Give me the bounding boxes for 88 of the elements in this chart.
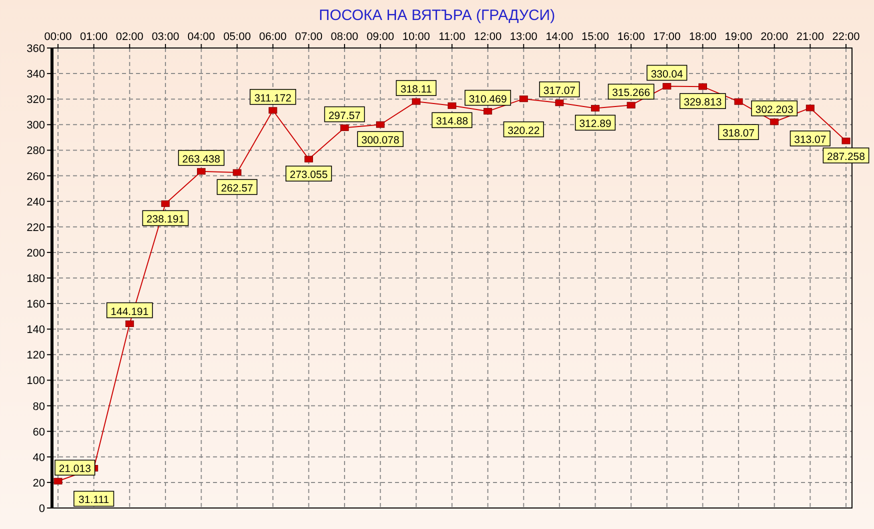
point [197, 168, 206, 175]
data-label: 311.172 [254, 92, 292, 104]
y-tick-label: 140 [26, 324, 45, 336]
data-label: 300.078 [361, 134, 400, 147]
point [770, 118, 779, 126]
point [232, 169, 242, 176]
data-label: 302.203 [755, 104, 794, 116]
y-tick-label: 280 [26, 145, 45, 158]
data-label: 330.04 [650, 68, 684, 80]
y-tick-label: 100 [26, 375, 45, 388]
point [161, 200, 170, 207]
data-label: 273.055 [290, 169, 328, 182]
x-tick-label: 14:00 [546, 31, 574, 43]
data-label: 238.191 [146, 214, 185, 226]
y-tick-label: 260 [26, 170, 45, 183]
x-tick-label: 09:00 [366, 31, 394, 43]
x-tick-label: 22:00 [832, 31, 860, 43]
x-tick-label: 04:00 [188, 31, 216, 43]
point [591, 104, 600, 112]
point [484, 108, 492, 115]
y-tick-label: 200 [26, 247, 45, 260]
data-label: 315.266 [612, 87, 650, 100]
y-tick-label: 240 [26, 196, 45, 208]
y-tick-label: 160 [26, 298, 45, 311]
y-tick-label: 40 [32, 452, 45, 464]
data-label: 313.07 [794, 134, 826, 146]
data-label: 287.258 [827, 150, 866, 163]
x-tick-label: 20:00 [760, 31, 788, 43]
x-tick-label: 03:00 [152, 31, 180, 43]
data-label: 329.813 [684, 96, 722, 109]
x-tick-label: 06:00 [259, 31, 287, 43]
y-tick-label: 120 [26, 350, 45, 362]
x-tick-label: 11:00 [438, 31, 466, 43]
y-tick-label: 80 [32, 400, 45, 413]
point [698, 83, 707, 90]
x-tick-label: 19:00 [724, 31, 752, 43]
x-tick-label: 12:00 [474, 31, 502, 43]
data-label: 310.469 [468, 93, 507, 106]
point [555, 100, 564, 106]
point [734, 98, 743, 105]
y-tick-label: 180 [26, 273, 45, 285]
point [54, 478, 62, 484]
point [842, 138, 850, 144]
y-tick-label: 60 [32, 426, 45, 438]
y-tick-label: 20 [32, 477, 45, 490]
x-tick-label: 21:00 [796, 31, 824, 43]
x-tick-label: 05:00 [223, 31, 251, 43]
y-tick-label: 0 [38, 503, 45, 515]
data-label: 312.89 [579, 118, 612, 130]
x-tick-label: 18:00 [688, 31, 716, 43]
y-tick-label: 300 [26, 120, 45, 132]
point [268, 107, 278, 114]
data-label: 317.07 [543, 84, 576, 97]
point [448, 102, 456, 109]
data-label: 31.111 [78, 494, 110, 506]
x-tick-label: 01:00 [80, 31, 108, 43]
y-tick-label: 320 [26, 94, 45, 106]
data-label: 318.07 [722, 128, 755, 140]
data-label: 21.013 [58, 463, 92, 476]
point [304, 156, 313, 162]
x-tick-label: 08:00 [330, 31, 358, 43]
data-label: 262.57 [221, 182, 254, 194]
data-label: 144.191 [110, 306, 149, 318]
x-tick-label: 02:00 [116, 31, 144, 43]
y-tick-label: 220 [26, 222, 45, 234]
y-tick-label: 360 [26, 43, 45, 55]
data-label: 318.11 [400, 84, 432, 96]
point [376, 121, 385, 128]
x-tick-label: 17:00 [653, 31, 681, 43]
data-label: 314.88 [436, 116, 468, 128]
point [340, 124, 349, 132]
chart-title: ПОСОКА НА ВЯТЪРА (ГРАДУСИ) [318, 7, 556, 24]
x-tick-label: 10:00 [402, 31, 430, 43]
x-tick-label: 00:00 [44, 31, 72, 43]
point [519, 96, 528, 102]
data-label: 263.438 [182, 153, 220, 166]
point [806, 104, 814, 112]
x-tick-label: 16:00 [617, 31, 645, 43]
x-tick-label: 15:00 [582, 31, 610, 43]
x-tick-label: 13:00 [510, 31, 538, 43]
point [125, 320, 134, 328]
point [412, 98, 420, 105]
x-tick-label: 07:00 [294, 31, 322, 43]
data-label: 320.22 [508, 124, 540, 137]
y-tick-label: 340 [26, 68, 45, 81]
point [662, 83, 672, 90]
data-label: 297.57 [328, 110, 361, 122]
point [626, 102, 636, 108]
